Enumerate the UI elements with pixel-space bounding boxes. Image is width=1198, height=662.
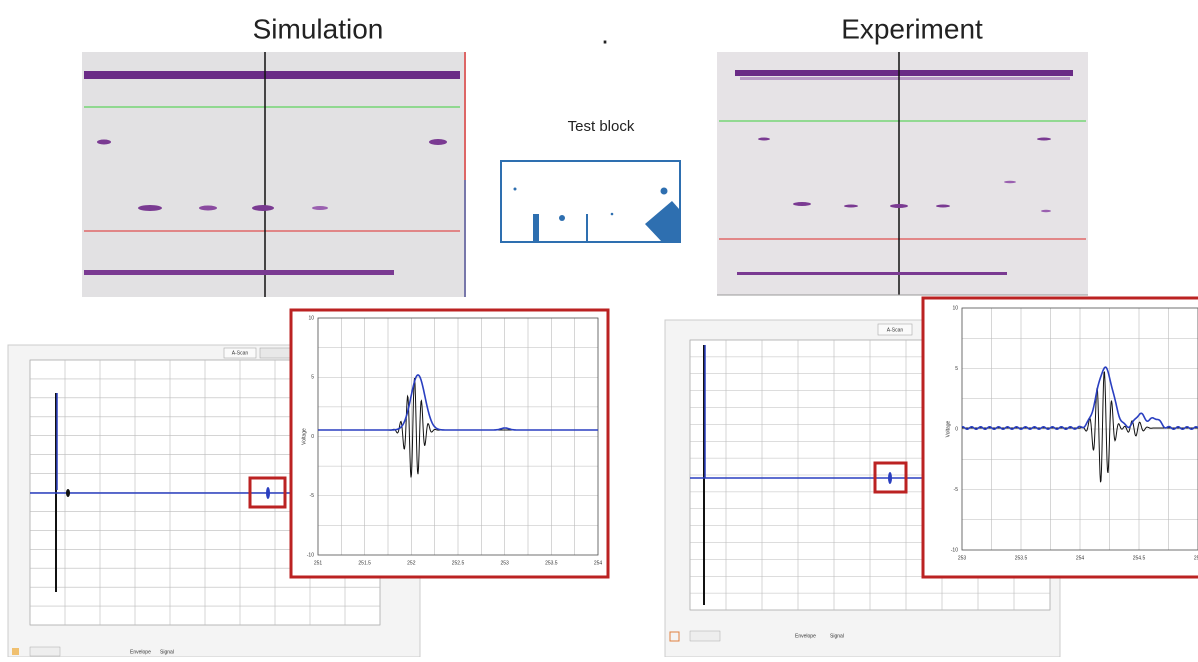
checkbox-label[interactable]: Signal xyxy=(160,649,174,655)
experiment-bscan xyxy=(717,52,1088,296)
ascan-button[interactable]: A-Scan xyxy=(232,350,249,356)
simulation-title: Simulation xyxy=(253,13,384,44)
y-tick-label: -5 xyxy=(310,493,315,499)
checkbox-label[interactable]: Envelope xyxy=(795,633,816,639)
y-axis-label: Voltage xyxy=(301,428,307,445)
inset-frame xyxy=(921,296,1198,579)
x-tick-label: 252 xyxy=(407,560,416,566)
y-axis-label: Voltage xyxy=(945,420,951,437)
zoom-box xyxy=(873,461,908,494)
y-tick-label: -10 xyxy=(307,552,314,558)
checkbox-label[interactable]: Envelope xyxy=(130,649,151,655)
test-block xyxy=(500,160,681,243)
experiment-title: Experiment xyxy=(841,13,983,44)
y-tick-label: 0 xyxy=(311,434,314,440)
x-tick-label: 254.5 xyxy=(1133,555,1146,561)
y-tick-label: 5 xyxy=(311,375,314,381)
x-tick-label: 254 xyxy=(594,560,603,566)
plot-frame xyxy=(317,317,599,556)
y-tick-label: 0 xyxy=(955,426,958,432)
inset-frame xyxy=(289,308,610,579)
waveform xyxy=(961,366,1198,431)
x-tick-label: 253 xyxy=(958,555,967,561)
echo xyxy=(66,489,70,497)
checkbox-label[interactable]: Signal xyxy=(830,633,844,639)
echo xyxy=(266,487,270,499)
x-tick-label: 252.5 xyxy=(452,560,465,566)
separator: . xyxy=(601,18,609,49)
y-tick-label: 10 xyxy=(308,315,314,321)
x-tick-label: 254 xyxy=(1076,555,1085,561)
x-tick-label: 251 xyxy=(314,560,323,566)
zoom-box xyxy=(248,476,287,509)
ascan-button[interactable]: A-Scan xyxy=(887,327,904,333)
plot-frame xyxy=(961,307,1198,551)
test-block-label: Test block xyxy=(568,118,635,135)
y-tick-label: -5 xyxy=(954,487,959,493)
x-tick-label: 255 xyxy=(1194,555,1198,561)
x-tick-label: 253.5 xyxy=(1015,555,1028,561)
y-tick-label: -10 xyxy=(951,547,958,553)
simulation-bscan xyxy=(82,52,466,297)
x-tick-label: 251.5 xyxy=(358,560,371,566)
x-tick-label: 253 xyxy=(500,560,509,566)
y-tick-label: 10 xyxy=(952,305,958,311)
waveform xyxy=(318,374,598,431)
echo xyxy=(888,472,892,484)
y-tick-label: 5 xyxy=(955,366,958,372)
x-tick-label: 253.5 xyxy=(545,560,558,566)
